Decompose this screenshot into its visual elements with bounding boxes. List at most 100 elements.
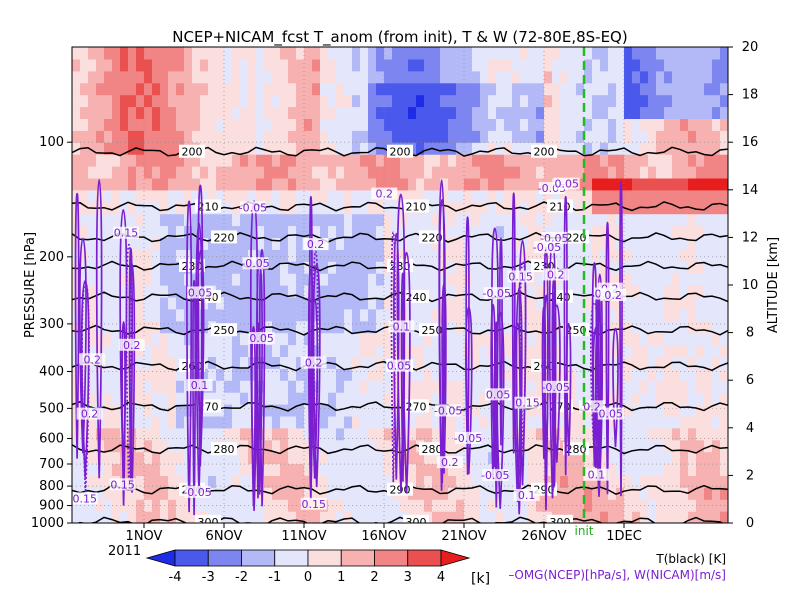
anomaly-cell xyxy=(152,511,161,523)
anomaly-cell xyxy=(336,94,345,108)
anomaly-cell xyxy=(216,487,225,500)
anomaly-cell xyxy=(568,213,577,227)
anomaly-cell xyxy=(296,237,305,250)
anomaly-cell xyxy=(616,58,625,72)
anomaly-cell xyxy=(320,225,329,238)
anomaly-cell xyxy=(640,213,649,227)
anomaly-cell xyxy=(312,166,321,179)
anomaly-cell xyxy=(624,237,633,250)
anomaly-cell xyxy=(232,487,241,500)
anomaly-cell xyxy=(648,47,657,60)
anomaly-cell xyxy=(360,237,369,250)
anomaly-cell xyxy=(88,177,97,191)
anomaly-cell xyxy=(672,487,681,500)
anomaly-cell xyxy=(352,237,361,250)
anomaly-cell xyxy=(448,392,457,405)
anomaly-cell xyxy=(424,94,433,108)
anomaly-cell xyxy=(432,392,441,405)
anomaly-cell xyxy=(296,177,305,191)
anomaly-cell xyxy=(720,404,728,417)
anomaly-cell xyxy=(168,427,177,441)
anomaly-cell xyxy=(480,475,489,488)
anomaly-cell xyxy=(168,106,177,119)
anomaly-cell xyxy=(680,475,689,488)
anomaly-cell xyxy=(112,154,121,167)
anomaly-cell xyxy=(448,82,457,96)
anomaly-cell xyxy=(472,261,481,274)
anomaly-cell xyxy=(160,415,169,429)
anomaly-cell xyxy=(648,201,657,215)
anomaly-cell xyxy=(184,154,193,167)
anomaly-cell xyxy=(704,392,713,405)
anomaly-cell xyxy=(672,344,681,357)
anomaly-cell xyxy=(536,285,545,298)
anomaly-cell xyxy=(648,415,657,429)
anomaly-cell xyxy=(320,308,329,322)
anomaly-cell xyxy=(384,82,393,96)
anomaly-cell xyxy=(432,177,441,191)
anomaly-cell xyxy=(464,511,473,523)
anomaly-cell xyxy=(464,82,473,96)
anomaly-cell xyxy=(600,356,609,369)
anomaly-cell xyxy=(328,189,337,203)
anomaly-cell xyxy=(152,237,161,250)
anomaly-cell xyxy=(216,166,225,179)
anomaly-cell xyxy=(632,249,641,262)
anomaly-cell xyxy=(208,273,217,286)
anomaly-cell xyxy=(480,344,489,357)
altitude-tick-label: 20 xyxy=(742,40,759,55)
anomaly-cell xyxy=(248,237,257,250)
anomaly-cell xyxy=(352,177,361,191)
anomaly-cell xyxy=(296,47,305,60)
anomaly-cell xyxy=(528,130,537,143)
anomaly-cell xyxy=(504,511,513,523)
anomaly-cell xyxy=(296,463,305,476)
anomaly-cell xyxy=(168,439,177,453)
anomaly-cell xyxy=(552,82,561,96)
anomaly-cell xyxy=(88,392,97,405)
anomaly-cell xyxy=(248,511,257,523)
anomaly-cell xyxy=(192,189,201,203)
anomaly-cell xyxy=(224,296,233,310)
anomaly-cell xyxy=(88,463,97,476)
anomaly-cell xyxy=(664,344,673,357)
anomaly-cell xyxy=(176,201,185,215)
anomaly-cell xyxy=(120,166,129,179)
anomaly-cell xyxy=(560,130,569,143)
anomaly-cell xyxy=(552,427,561,441)
anomaly-cell xyxy=(104,118,113,131)
anomaly-cell xyxy=(344,94,353,108)
anomaly-cell xyxy=(600,380,609,393)
anomaly-cell xyxy=(624,82,633,96)
anomaly-cell xyxy=(552,166,561,179)
anomaly-cell xyxy=(264,201,273,215)
anomaly-cell xyxy=(424,189,433,203)
temperature-contour-label: 220 xyxy=(422,231,443,244)
anomaly-cell xyxy=(584,249,593,262)
anomaly-cell xyxy=(232,511,241,523)
anomaly-cell xyxy=(704,82,713,96)
w-label-box xyxy=(482,469,509,482)
anomaly-cell xyxy=(696,58,705,72)
anomaly-cell xyxy=(536,308,545,322)
anomaly-cell xyxy=(608,439,617,453)
anomaly-cell xyxy=(160,320,169,334)
anomaly-cell xyxy=(560,451,569,465)
anomaly-cell xyxy=(248,154,257,167)
anomaly-cell xyxy=(696,82,705,96)
anomaly-cell xyxy=(712,201,721,215)
anomaly-cell xyxy=(528,475,537,488)
anomaly-cell xyxy=(632,166,641,179)
anomaly-cell xyxy=(416,475,425,488)
anomaly-cell xyxy=(520,58,529,72)
anomaly-cell xyxy=(624,213,633,227)
anomaly-cell xyxy=(640,273,649,286)
anomaly-cell xyxy=(696,392,705,405)
anomaly-cell xyxy=(608,487,617,500)
anomaly-cell xyxy=(168,415,177,429)
anomaly-cell xyxy=(208,70,217,84)
anomaly-cell xyxy=(376,296,385,310)
anomaly-cell xyxy=(416,392,425,405)
anomaly-cell xyxy=(448,463,457,476)
anomaly-cell xyxy=(424,475,433,488)
